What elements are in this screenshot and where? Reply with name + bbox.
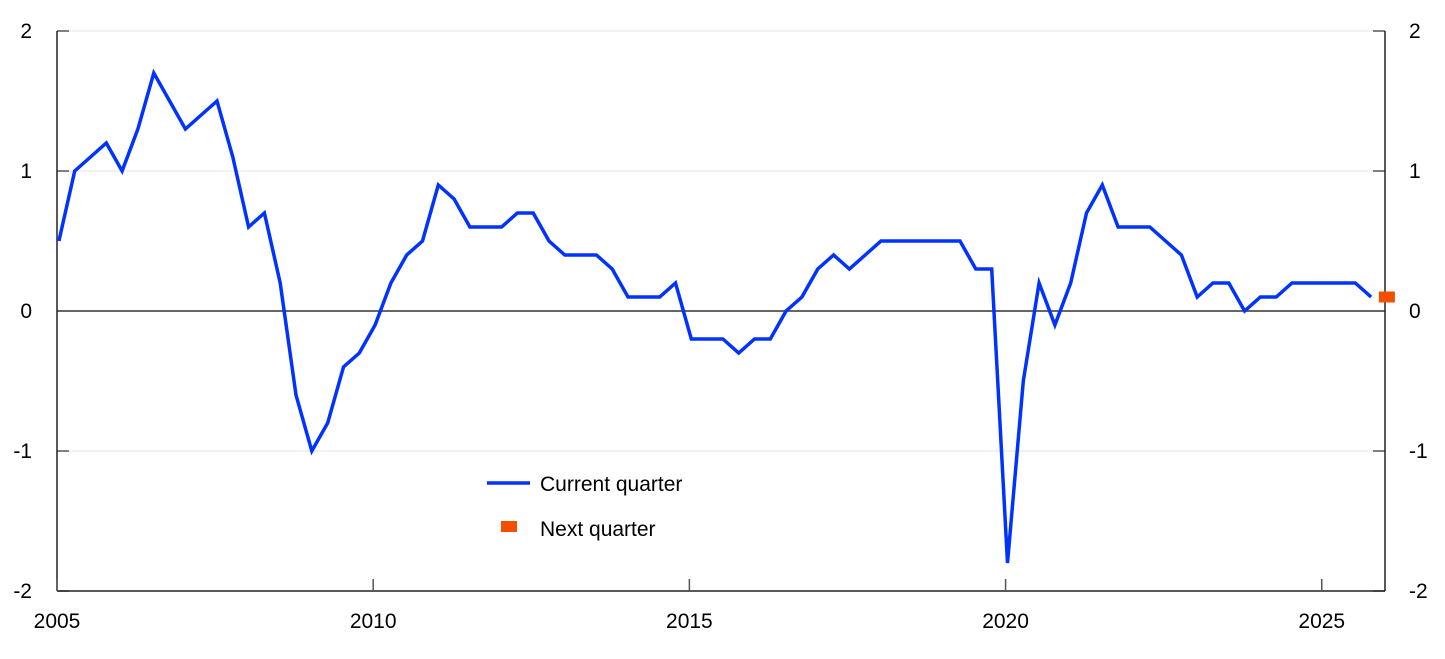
x-tick-label: 2005 [34,610,81,633]
x-tick-label: 2020 [982,610,1029,633]
y-tick-label-right: 2 [1409,20,1421,43]
legend-label-next-quarter: Next quarter [540,518,656,541]
y-tick-label-left: -2 [13,580,32,603]
data-point-next-quarter [1378,291,1395,303]
y-tick-label-left: 0 [20,300,32,323]
y-tick-label-left: 2 [20,20,32,43]
series-line-current-quarter [57,68,1373,564]
series [57,68,1395,564]
x-tick-label: 2010 [350,610,397,633]
x-tick-label: 2015 [666,610,713,633]
y-tick-label-right: -1 [1409,440,1428,463]
gridlines [57,30,1385,592]
y-tick-label-left: -1 [13,440,32,463]
y-tick-label-right: 1 [1409,160,1421,183]
axes [56,30,1386,592]
y-tick-label-left: 1 [20,160,32,183]
legend-label-current-quarter: Current quarter [540,473,682,496]
legend: Current quarter Next quarter [487,473,682,541]
y-tick-label-right: 0 [1409,300,1421,323]
y-tick-label-right: -2 [1409,580,1428,603]
legend-marker-next-quarter [501,521,517,532]
x-tick-label: 2025 [1298,610,1345,633]
